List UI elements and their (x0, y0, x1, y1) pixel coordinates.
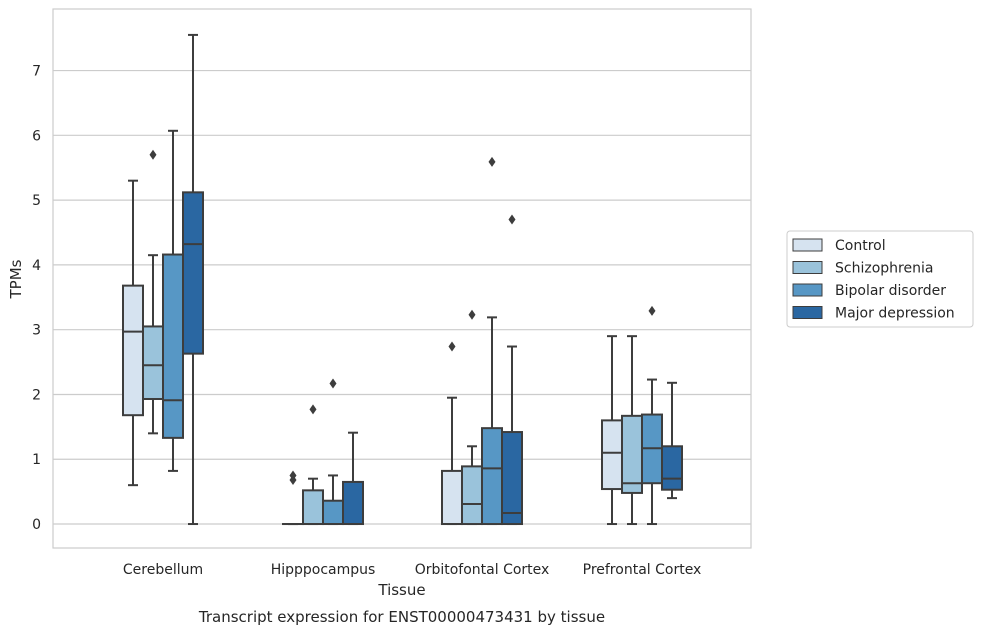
box-iqr (461, 465, 483, 526)
outlier-marker (508, 214, 516, 225)
y-tick-label: 3 (32, 323, 41, 339)
legend-label: Bipolar disorder (835, 283, 946, 299)
y-tick-label: 2 (32, 387, 41, 403)
box-schizophrenia (461, 309, 483, 526)
box-major-depression (501, 214, 523, 526)
outlier-marker (329, 378, 337, 389)
x-axis-ticks: Cerebellum Hipppocampus Orbitofontal Corte… (123, 562, 701, 578)
box-iqr (661, 445, 683, 491)
plot-area-frame (52, 8, 752, 549)
x-tick-label: Orbitofontal Cortex (415, 562, 550, 578)
box-schizophrenia (142, 149, 164, 435)
outlier-marker (488, 156, 496, 167)
box-schizophrenia (621, 335, 643, 526)
legend-label: Schizophrenia (835, 261, 933, 277)
y-tick-label: 0 (32, 517, 41, 533)
legend-label: Major depression (835, 306, 955, 322)
box-bipolar-disorder (322, 378, 344, 526)
box-control (282, 470, 304, 526)
outlier-marker (448, 341, 456, 352)
box-iqr (302, 489, 324, 526)
x-tick-label: Prefrontal Cortex (583, 562, 702, 578)
x-tick-label: Cerebellum (123, 562, 203, 578)
box-iqr (182, 191, 204, 355)
box-iqr (601, 419, 623, 491)
box-iqr (342, 480, 364, 526)
y-tick-label: 1 (32, 452, 41, 468)
y-tick-label: 7 (32, 64, 41, 80)
box-iqr (122, 284, 144, 417)
box-bipolar-disorder (162, 129, 184, 472)
box-iqr (142, 325, 164, 400)
x-axis-label: Tissue (377, 581, 425, 599)
y-axis-label: TPMs (7, 259, 25, 299)
y-tick-label: 4 (32, 258, 41, 274)
box-control (441, 341, 463, 526)
box-control (122, 179, 144, 487)
legend-swatch (792, 306, 823, 319)
y-axis-ticks: 0 1 2 3 4 5 6 7 (32, 64, 41, 533)
x-tick-label: Hipppocampus (271, 562, 376, 578)
chart-caption: Transcript expression for ENST0000047343… (198, 608, 605, 626)
legend-label: Control (835, 238, 886, 254)
y-tick-label: 6 (32, 128, 41, 144)
box-iqr (481, 427, 503, 526)
outlier-marker (468, 309, 476, 320)
legend-swatch (792, 238, 823, 252)
box-major-depression (182, 33, 204, 526)
box-iqr (162, 253, 184, 439)
box-bipolar-disorder (481, 156, 503, 526)
legend-swatch (792, 261, 823, 274)
box-major-depression (342, 431, 364, 526)
box-major-depression (661, 381, 683, 500)
box-control (601, 335, 623, 526)
box-schizophrenia (302, 404, 324, 526)
legend: Control Schizophrenia Bipolar disorder Majo… (786, 230, 974, 328)
y-tick-label: 5 (32, 193, 41, 209)
outlier-marker (309, 404, 317, 415)
box-plots (122, 33, 683, 526)
outlier-marker (648, 305, 656, 316)
outlier-marker (149, 149, 157, 160)
legend-swatch (792, 283, 823, 297)
box-iqr (322, 499, 344, 526)
box-iqr (501, 431, 523, 526)
box-bipolar-disorder (641, 305, 663, 526)
box-iqr (621, 414, 643, 494)
legend-frame (786, 230, 974, 328)
outlier-marker (289, 470, 297, 481)
box-iqr (441, 469, 463, 526)
